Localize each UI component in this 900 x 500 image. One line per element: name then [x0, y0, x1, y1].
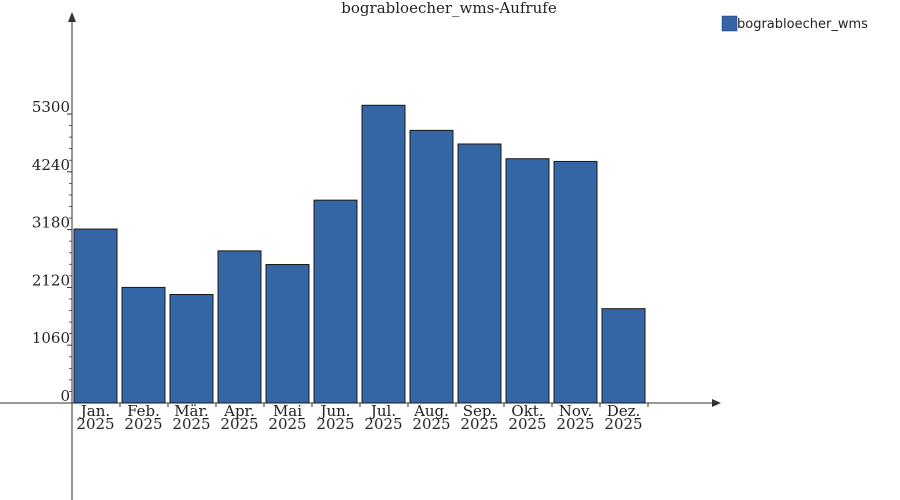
x-tick-label-year: 2025 — [124, 415, 162, 433]
x-tick-label-month: Dez. — [607, 402, 641, 420]
y-axis-arrow — [68, 12, 76, 22]
x-tick-label-year: 2025 — [364, 415, 402, 433]
x-tick-label-month: Mai — [273, 402, 302, 420]
x-tick-label-year: 2025 — [556, 415, 594, 433]
x-tick-label-year: 2025 — [412, 415, 450, 433]
legend-label: bograbloecher_wms — [737, 17, 868, 32]
bar — [169, 293, 214, 404]
x-tick-label-year: 2025 — [220, 415, 258, 433]
bar — [409, 129, 454, 404]
x-tick-label-month: Jun. — [318, 402, 350, 420]
x-tick-label-month: Jul. — [369, 402, 396, 420]
bar — [361, 104, 406, 404]
x-tick-label-year: 2025 — [604, 415, 642, 433]
x-tick-label-month: Jan. — [79, 402, 110, 420]
bar — [217, 250, 262, 404]
x-tick-label-year: 2025 — [460, 415, 498, 433]
x-tick-label-year: 2025 — [268, 415, 306, 433]
y-tick-label: 1060 — [32, 329, 70, 347]
y-tick-label: 5300 — [32, 98, 70, 116]
x-tick-label-year: 2025 — [172, 415, 210, 433]
bar — [313, 199, 358, 404]
legend-swatch — [721, 15, 738, 32]
y-tick-label: 4240 — [32, 156, 70, 174]
x-axis-arrow — [712, 399, 721, 407]
x-tick-label-year: 2025 — [508, 415, 546, 433]
x-tick-label-month: Okt. — [511, 402, 543, 420]
bar — [457, 143, 502, 404]
y-tick-label: 2120 — [32, 271, 70, 289]
y-tick-label: 3180 — [32, 214, 70, 232]
bar — [505, 158, 550, 404]
x-tick-label-month: Sep. — [463, 402, 497, 420]
y-tick-labels: 0 1060 2120 3180 4240 5300 — [32, 98, 72, 405]
x-tick-label-year: 2025 — [76, 415, 114, 433]
x-tick-label-month: Apr. — [223, 402, 255, 420]
x-tick-label-year: 2025 — [316, 415, 354, 433]
bar — [265, 263, 310, 404]
bars — [73, 104, 646, 404]
y-tick-label: 0 — [60, 387, 70, 405]
bar — [121, 286, 166, 404]
x-tick-label-month: Aug. — [413, 402, 449, 420]
bar — [553, 160, 598, 404]
bar — [73, 228, 118, 404]
legend: bograbloecher_wms — [721, 15, 868, 32]
x-tick-label-month: Nov. — [559, 402, 593, 420]
bar — [601, 308, 646, 404]
x-tick-label-month: Feb. — [127, 402, 160, 420]
x-tick-labels: Jan.2025Feb.2025Mär.2025Apr.2025Mai2025J… — [71, 402, 649, 433]
x-tick-label-month: Mär. — [174, 402, 209, 420]
chart-title: bograbloecher_wms-Aufrufe — [341, 0, 557, 17]
